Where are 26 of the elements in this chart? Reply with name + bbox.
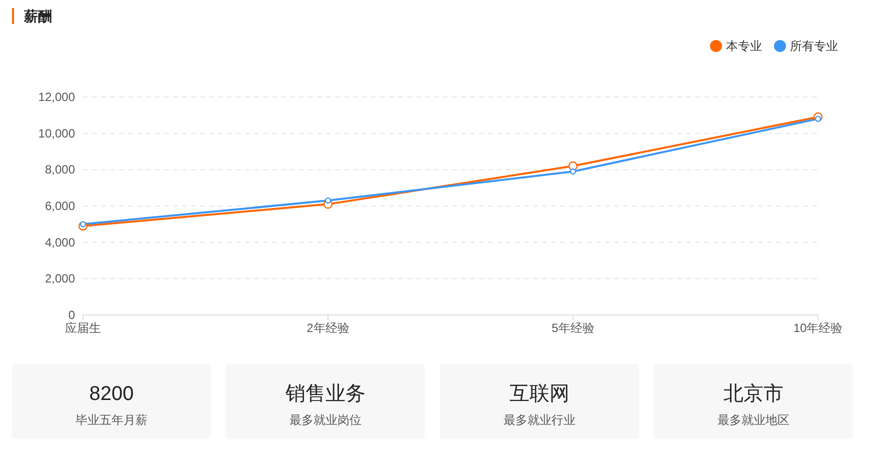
text: 销售业务	[284, 383, 366, 405]
text: 最多就业岗位	[290, 413, 362, 427]
y-tick-label: 2,000	[44, 272, 76, 286]
x-tick-label: 10年经验	[793, 321, 843, 335]
x-tick-label: 5年经验	[552, 321, 594, 335]
y-tick-label: 10,000	[38, 126, 76, 140]
text: 互联网	[510, 383, 570, 405]
chart-title: 薪酬	[23, 8, 52, 24]
text: 最多就业地区	[718, 413, 790, 427]
x-tick-label: 2年经验	[306, 321, 350, 335]
text: 毕业五年月薪	[76, 413, 148, 427]
point	[80, 221, 86, 228]
y-tick-label: 12,000	[38, 90, 76, 104]
legend-label: 所有专业	[790, 39, 838, 53]
y-tick-label: 6,000	[44, 199, 76, 213]
y-tick-label: 0	[68, 308, 76, 322]
legend-label: 本专业	[726, 39, 762, 53]
point	[814, 116, 822, 122]
text: 北京市	[724, 383, 784, 405]
text: 最多就业行业	[504, 413, 576, 427]
point	[570, 168, 576, 175]
point	[324, 197, 332, 204]
text: 8200	[89, 383, 134, 405]
x-tick-label: 应届生	[65, 321, 101, 335]
y-tick-label: 8,000	[44, 162, 76, 177]
y-tick-label: 4,000	[44, 235, 76, 250]
